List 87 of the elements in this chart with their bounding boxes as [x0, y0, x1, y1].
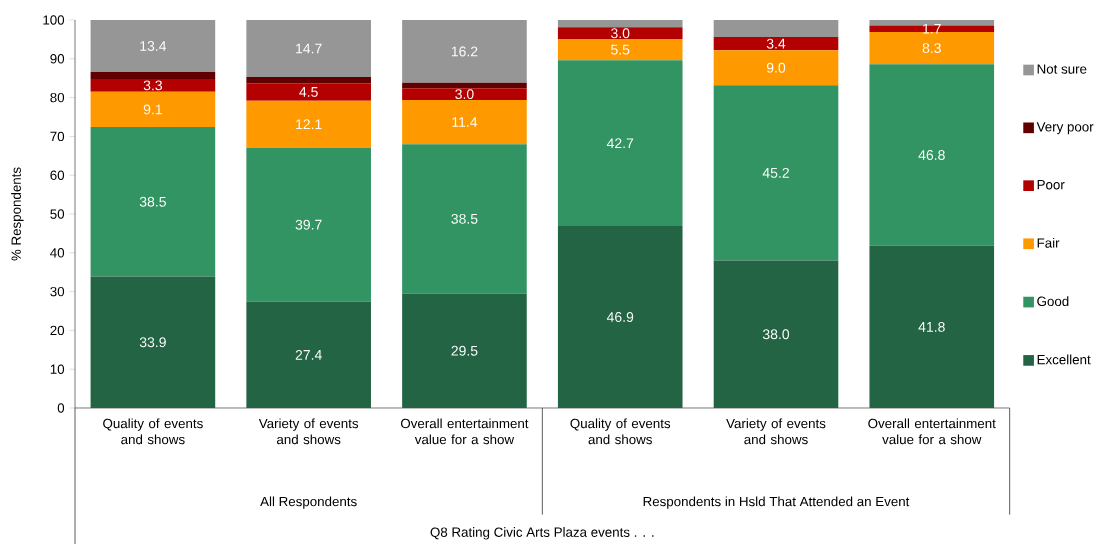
y-tick-label: 90 — [50, 54, 65, 64]
bar — [90, 78, 216, 92]
data-label: 41.8 — [918, 321, 945, 332]
bar — [557, 39, 683, 61]
bar — [246, 77, 371, 84]
data-label: 46.9 — [606, 312, 634, 322]
x-tick-label: Quality of events and shows — [103, 418, 203, 445]
data-label: 45.2 — [762, 167, 789, 178]
y-tick-label: 60 — [50, 170, 65, 180]
y-tick-label: 50 — [50, 209, 65, 219]
data-label: 3.4 — [766, 38, 786, 49]
legend-label: Not sure — [1037, 64, 1087, 74]
bar — [557, 27, 683, 40]
data-label: 3.0 — [611, 28, 630, 39]
bar — [90, 91, 216, 128]
y-tick-label: 70 — [50, 131, 65, 142]
legend-label: Good — [1037, 296, 1069, 307]
bar — [713, 20, 839, 38]
data-label: 14.7 — [296, 43, 322, 54]
legend-label: Poor — [1037, 180, 1065, 190]
bar — [713, 37, 839, 51]
data-label: 38.0 — [762, 329, 790, 340]
data-label: 39.7 — [295, 219, 322, 230]
bar — [246, 147, 371, 302]
data-label: 1.7 — [923, 23, 941, 34]
legend-label: Excellent — [1037, 354, 1091, 365]
y-tick-label: 100 — [43, 15, 65, 25]
bar — [246, 20, 371, 78]
data-label: 46.8 — [918, 150, 945, 160]
bar — [557, 20, 683, 28]
data-label: 3.0 — [455, 89, 474, 100]
data-label: 5.5 — [611, 44, 630, 55]
bar — [557, 60, 683, 227]
bar — [869, 25, 995, 33]
bar — [246, 100, 371, 148]
bar — [402, 293, 527, 408]
bar — [869, 245, 995, 408]
legend-label: Very poor — [1036, 122, 1094, 135]
y-tick-label: 30 — [50, 286, 65, 297]
y-tick-label: 10 — [50, 364, 65, 374]
text: Q8 Rating Civic Arts Plaza events . . . — [430, 527, 654, 540]
data-label: 27.4 — [295, 349, 322, 360]
data-label: 8.3 — [922, 43, 941, 54]
bar — [869, 20, 995, 26]
bar — [90, 20, 216, 72]
y-tick-label: 80 — [50, 92, 65, 103]
y-tick-label: 0 — [57, 403, 65, 413]
data-label: 11.4 — [452, 117, 478, 127]
bar — [246, 83, 371, 101]
bar — [713, 50, 839, 86]
data-label: 38.5 — [139, 196, 166, 207]
bar — [402, 82, 527, 89]
bar — [90, 71, 216, 79]
x-tick-label: Overall entertainment value for a show — [868, 418, 996, 445]
data-label: 16.2 — [451, 46, 478, 57]
y-tick-label: 40 — [50, 248, 65, 258]
data-label: 29.5 — [451, 345, 478, 356]
bar — [246, 301, 371, 408]
bar — [402, 99, 527, 145]
data-label: 12.1 — [296, 119, 322, 130]
x-tick-label: Variety of events and shows — [258, 418, 359, 445]
bar — [713, 260, 839, 408]
x-tick-label: Quality of events and shows — [570, 418, 671, 445]
bar — [869, 32, 995, 65]
data-label: 42.7 — [606, 138, 634, 149]
data-label: 9.0 — [766, 62, 786, 73]
data-label: 9.1 — [143, 104, 162, 115]
data-label: 38.5 — [451, 213, 478, 224]
bar — [90, 276, 216, 408]
data-label: 4.5 — [299, 87, 318, 97]
data-label: 13.4 — [140, 41, 167, 51]
bar — [90, 127, 216, 277]
bar — [713, 85, 839, 261]
bar — [402, 144, 527, 294]
y-tick-label: 20 — [50, 325, 65, 336]
x-tick-label: Overall entertainment value for a show — [400, 418, 529, 445]
x-tick-label: Variety of events and shows — [726, 418, 826, 445]
text: Respondents in Hsld That Attended an Event — [643, 496, 910, 509]
legend-label: Fair — [1037, 237, 1060, 248]
data-label: 33.9 — [139, 337, 166, 348]
data-label: 3.3 — [143, 80, 163, 91]
bar — [402, 20, 527, 83]
y-axis-title: % Respondents — [11, 167, 24, 261]
bar — [557, 226, 683, 408]
text: All Respondents — [260, 496, 357, 509]
bar — [402, 88, 527, 100]
bar — [869, 64, 995, 246]
